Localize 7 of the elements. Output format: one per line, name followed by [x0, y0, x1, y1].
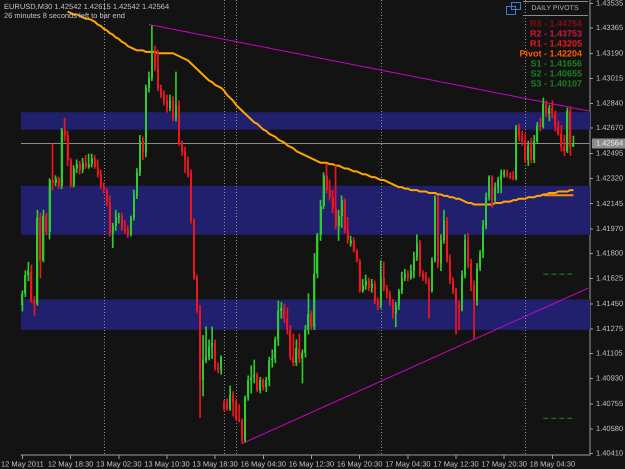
annotation: S3 - 1.40107	[530, 78, 582, 88]
annotation: S1 - 1.41656	[530, 58, 582, 68]
annotation: R1 - 1.43205	[530, 38, 582, 48]
annotation: R3 - 1.44754	[530, 18, 582, 28]
annotation: R2 - 1.43753	[530, 28, 582, 38]
annotation: S2 - 1.40655	[530, 68, 582, 78]
annotation: Pivot - 1.42204	[519, 48, 582, 58]
